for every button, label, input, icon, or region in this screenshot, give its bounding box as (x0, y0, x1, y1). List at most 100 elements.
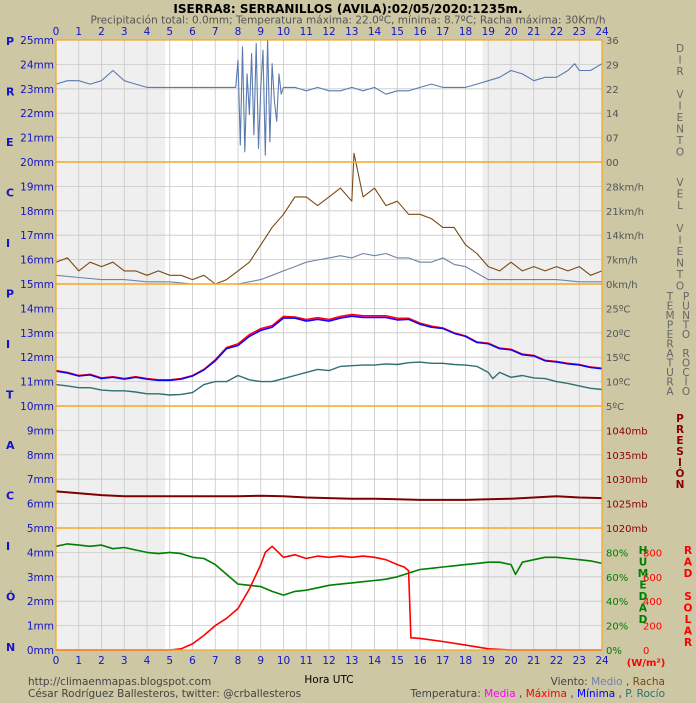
x-tick-top: 24 (595, 26, 609, 38)
temp-tick: 5ºC (606, 402, 624, 413)
pres-tick: 1035mb (606, 451, 648, 462)
humidity-series-1 (55, 543, 603, 596)
x-tick-bottom: 22 (550, 655, 563, 667)
wind-legend-label: Viento: (551, 676, 588, 688)
temp-legend: Temperatura: Media , Máxima , Mínima , P… (410, 688, 666, 700)
x-tick-bottom: 8 (235, 655, 242, 667)
x-tick-top: 0 (53, 26, 60, 38)
rad-unit: (W/m²) (627, 658, 666, 669)
x-tick-bottom: 15 (391, 655, 404, 667)
x-tick-top: 6 (189, 26, 196, 38)
left-letter: P (6, 35, 14, 48)
x-tick-bottom: 3 (121, 655, 128, 667)
left-letter: N (6, 641, 15, 654)
wind_speed-series-2 (55, 152, 603, 285)
temperature-series-4 (55, 361, 603, 396)
x-tick-bottom: 9 (257, 655, 264, 667)
pres-tick: 1040mb (606, 426, 648, 437)
x-tick-top: 2 (98, 26, 105, 38)
pres-tick: 1020mb (606, 524, 648, 535)
x-tick-bottom: 20 (504, 655, 517, 667)
x-tick-top: 19 (482, 26, 495, 38)
precip-tick: 6mm (27, 499, 54, 511)
x-axis-label: Hora UTC (304, 674, 353, 686)
footer: http://climaenmapas.blogspot.com César R… (28, 676, 665, 700)
precip-tick: 22mm (20, 108, 54, 120)
x-tick-top: 18 (459, 26, 472, 38)
x-tick-top: 12 (322, 26, 335, 38)
precip-tick: 0mm (27, 645, 54, 657)
x-tick-top: 20 (504, 26, 517, 38)
precip-tick: 24mm (20, 59, 54, 71)
x-tick-bottom: 6 (189, 655, 196, 667)
precip-tick: 18mm (20, 206, 54, 218)
precip-tick: 20mm (20, 157, 54, 169)
x-tick-bottom: 10 (277, 655, 290, 667)
precip-tick: 21mm (20, 133, 54, 145)
vel-tick: 28km/h (606, 182, 644, 193)
precip-tick: 3mm (27, 572, 54, 584)
left-letter: I (6, 338, 10, 351)
x-tick-bottom: 17 (436, 655, 449, 667)
temp-tick: 25ºC (606, 304, 630, 315)
wind-legend: Viento: Medio , Racha (551, 676, 665, 688)
rad-tick: 800 (643, 548, 662, 559)
left-letter: I (6, 237, 10, 250)
x-tick-top: 1 (75, 26, 82, 38)
hum-tick: 20% (606, 622, 628, 633)
x-tick-top: 10 (277, 26, 290, 38)
dir-tick: 07 (606, 134, 619, 145)
night-band-morning (56, 40, 166, 650)
x-tick-top: 17 (436, 26, 449, 38)
x-tick-bottom: 18 (459, 655, 472, 667)
x-tick-top: 23 (573, 26, 586, 38)
left-letters: P R E C I P I T A C I Ó N (6, 35, 15, 654)
precip-tick: 15mm (20, 279, 54, 291)
precip-tick: 4mm (27, 547, 54, 559)
x-tick-bottom: 7 (212, 655, 219, 667)
precip-tick: 10mm (20, 401, 54, 413)
x-tick-bottom: 0 (53, 655, 60, 667)
precip-tick: 13mm (20, 328, 54, 340)
precip-tick: 7mm (27, 474, 54, 486)
plot-border (55, 39, 603, 651)
precip-tick: 19mm (20, 181, 54, 193)
precip-tick: 16mm (20, 255, 54, 267)
right-axes: 36 29 22 14 07 00 28km/h 21km/h 14km/h 7km/h 0km/h… (606, 36, 693, 669)
x-tick-top: 14 (368, 26, 382, 38)
solar_radiation-series-1 (56, 545, 602, 651)
vel-tick: 14km/h (606, 231, 644, 242)
x-tick-top: 22 (550, 26, 563, 38)
temp-legend-rocio: P. Rocío (625, 688, 665, 700)
precip-tick: 2mm (27, 596, 54, 608)
wind_direction-series-1 (55, 39, 603, 156)
x-tick-top: 4 (144, 26, 151, 38)
x-tick-top: 8 (235, 26, 242, 38)
chart-subtitle: Precipitación total: 0.0mm; Temperatura … (90, 15, 605, 27)
x-axis-bottom: 0 1 2 3 4 5 6 7 8 9 10 11 12 13 14 15 16 17 18 19 20 21 22 23 24 (53, 655, 609, 667)
dir-tick: 36 (606, 36, 619, 47)
x-tick-bottom: 1 (75, 655, 82, 667)
wind-legend-sep: , (626, 676, 629, 688)
hum-tick: 80% (606, 548, 628, 559)
pres-tick: 1025mb (606, 500, 648, 511)
x-tick-bottom: 16 (413, 655, 427, 667)
precip-tick: 14mm (20, 303, 54, 315)
wind-legend-racha: Racha (633, 676, 665, 688)
temp-legend-maxima: Máxima (526, 688, 567, 700)
dir-tick: 14 (606, 109, 619, 120)
footer-url: http://climaenmapas.blogspot.com (28, 676, 211, 688)
x-tick-bottom: 11 (300, 655, 313, 667)
data-series (55, 39, 603, 651)
footer-author: César Rodríguez Ballesteros, twitter: @c… (28, 688, 301, 700)
x-tick-bottom: 12 (322, 655, 335, 667)
precip-tick: 17mm (20, 230, 54, 242)
x-axis-top: 0 1 2 3 4 5 6 7 8 9 10 11 12 13 14 15 16 17 18 19 20 21 22 23 24 (53, 26, 609, 38)
x-tick-top: 13 (345, 26, 358, 38)
x-tick-top: 16 (413, 26, 427, 38)
